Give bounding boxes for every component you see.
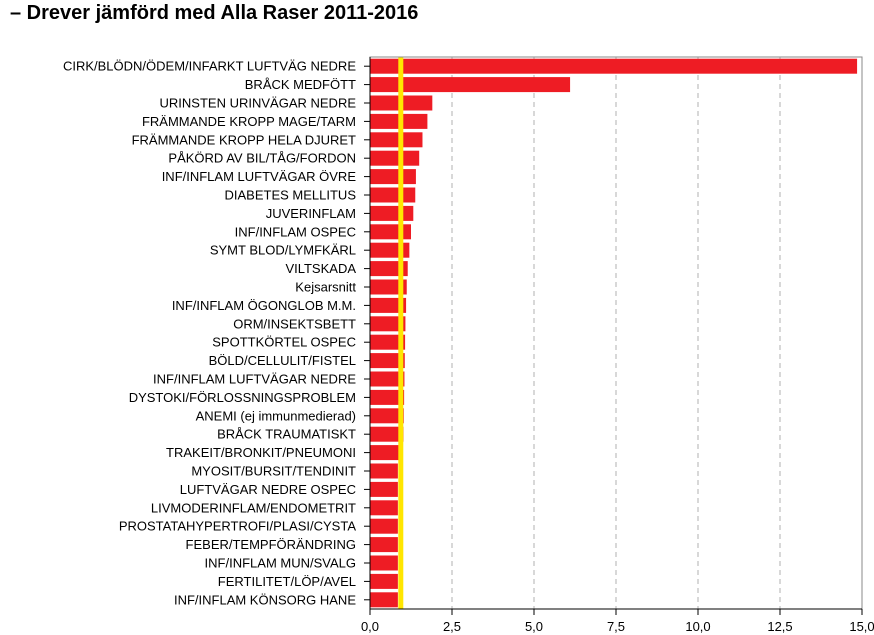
x-tick-label: 2,5 <box>443 619 461 634</box>
bar <box>370 169 416 185</box>
bar <box>370 537 398 553</box>
bar <box>370 353 405 369</box>
bar <box>370 426 404 442</box>
category-labels: CIRK/BLÖDN/ÖDEM/INFARKT LUFTVÄG NEDRE BRÅ… <box>63 59 356 608</box>
category-label: ORM/INSEKTSBETT <box>233 316 356 331</box>
page-title: – Drever jämförd med Alla Raser 2011-201… <box>10 2 419 24</box>
x-tick-label: 7,5 <box>607 619 625 634</box>
bar <box>370 316 406 332</box>
tick-labels: 0,0 2,5 5,0 7,5 10,0 12,5 15,0 <box>361 619 874 634</box>
bar <box>370 518 398 534</box>
x-tick-label: 0,0 <box>361 619 379 634</box>
category-label: INF/INFLAM LUFTVÄGAR NEDRE <box>153 372 356 387</box>
bar <box>370 592 398 608</box>
x-tick-label: 5,0 <box>525 619 543 634</box>
category-label: BRÅCK MEDFÖTT <box>245 77 356 92</box>
category-label: ANEMI (ej immunmedierad) <box>196 408 356 423</box>
category-label: PÅKÖRD AV BIL/TÅG/FORDON <box>168 151 356 166</box>
category-label: SYMT BLOD/LYMFKÄRL <box>210 243 356 258</box>
bar <box>370 58 858 74</box>
category-label: FRÄMMANDE KROPP HELA DJURET <box>132 132 356 147</box>
category-label: INF/INFLAM MUN/SVALG <box>205 556 356 571</box>
category-label: FRÄMMANDE KROPP MAGE/TARM <box>142 114 356 129</box>
category-label: URINSTEN URINVÄGAR NEDRE <box>160 96 357 111</box>
bar <box>370 481 398 497</box>
bars <box>370 58 858 608</box>
bar <box>370 77 571 93</box>
bar <box>370 132 423 148</box>
bar <box>370 279 407 295</box>
bar <box>370 408 404 424</box>
bar <box>370 150 420 166</box>
axes <box>364 56 863 615</box>
bar <box>370 187 416 203</box>
bar <box>370 371 405 387</box>
bar <box>370 242 410 258</box>
bar <box>370 205 414 221</box>
bar <box>370 334 406 350</box>
category-label: TRAKEIT/BRONKIT/PNEUMONI <box>166 445 356 460</box>
category-label: BÖLD/CELLULIT/FISTEL <box>209 353 356 368</box>
category-label: LIVMODERINFLAM/ENDOMETRIT <box>151 500 356 515</box>
category-label: INF/INFLAM KÖNSORG HANE <box>174 592 356 607</box>
bar <box>370 463 398 479</box>
category-label: VILTSKADA <box>285 261 356 276</box>
x-tick-label: 10,0 <box>685 619 710 634</box>
category-label: INF/INFLAM OSPEC <box>235 224 356 239</box>
bar <box>370 389 405 405</box>
grid-lines <box>451 57 863 609</box>
category-label: Kejsarsnitt <box>295 280 356 295</box>
bar <box>370 297 407 313</box>
category-label: PROSTATAHYPERTROFI/PLASI/CYSTA <box>119 519 357 534</box>
category-label: JUVERINFLAM <box>266 206 356 221</box>
category-label: SPOTTKÖRTEL OSPEC <box>212 335 356 350</box>
bar <box>370 573 398 589</box>
category-label: FEBER/TEMPFÖRÄNDRING <box>186 537 356 552</box>
category-label: DIABETES MELLITUS <box>225 188 357 203</box>
bar <box>370 445 400 461</box>
category-label: CIRK/BLÖDN/ÖDEM/INFARKT LUFTVÄG NEDRE <box>63 59 356 74</box>
x-tick-label: 15,0 <box>849 619 874 634</box>
x-tick-label: 12,5 <box>767 619 792 634</box>
bar <box>370 555 398 571</box>
category-label: INF/INFLAM ÖGONGLOB M.M. <box>172 298 356 313</box>
bar <box>370 224 411 240</box>
bar <box>370 500 398 516</box>
category-label: LUFTVÄGAR NEDRE OSPEC <box>180 482 356 497</box>
category-label: BRÅCK TRAUMATISKT <box>217 427 356 442</box>
bar <box>370 261 408 277</box>
category-label: INF/INFLAM LUFTVÄGAR ÖVRE <box>162 169 357 184</box>
category-label: MYOSIT/BURSIT/TENDINIT <box>191 464 356 479</box>
category-label: DYSTOKI/FÖRLOSSNINGSPROBLEM <box>129 390 356 405</box>
category-label: FERTILITET/LÖP/AVEL <box>218 574 356 589</box>
